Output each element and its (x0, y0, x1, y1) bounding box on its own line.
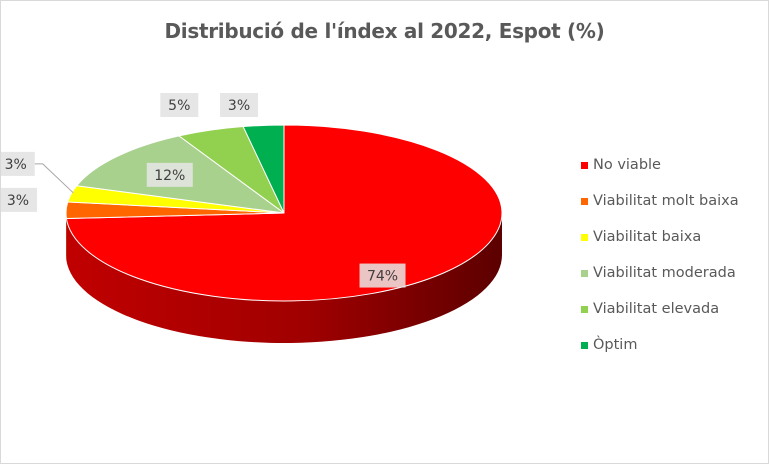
data-label-viabilitat-baixa: 3% (1, 151, 35, 176)
data-label-optim: 3% (220, 93, 259, 117)
legend-swatch-viabilitat-moderada (581, 270, 588, 277)
svg-text:5%: 5% (168, 98, 190, 114)
svg-text:3%: 3% (5, 157, 27, 173)
legend-label-optim: Òptim (593, 337, 638, 353)
legend-swatch-viabilitat-elevada (581, 306, 588, 313)
data-label-viabilitat-elevada: 5% (160, 93, 199, 117)
data-label-viabilitat-molt-baixa: 3% (1, 187, 37, 212)
pie-slice-optim (242, 124, 285, 214)
svg-text:3%: 3% (228, 98, 250, 114)
svg-text:3%: 3% (7, 193, 29, 209)
legend-label-viabilitat-baixa: Viabilitat baixa (593, 229, 702, 245)
svg-text:12%: 12% (154, 168, 185, 184)
legend-swatch-optim (581, 342, 588, 349)
legend-swatch-viabilitat-baixa (581, 234, 588, 241)
data-label-viabilitat-moderada: 12% (146, 162, 193, 187)
data-label-no-viable: 74% (359, 263, 406, 288)
legend-label-viabilitat-molt-baixa: Viabilitat molt baixa (593, 193, 739, 209)
legend-swatch-viabilitat-molt-baixa (581, 198, 588, 205)
legend-swatch-no-viable (581, 162, 588, 169)
legend-label-no-viable: No viable (593, 157, 661, 173)
chart-title: Distribució de l'índex al 2022, Espot (%… (164, 19, 605, 43)
legend-label-viabilitat-elevada: Viabilitat elevada (593, 301, 720, 317)
legend-label-viabilitat-moderada: Viabilitat moderada (593, 265, 736, 281)
pie-side-no-viable (66, 213, 502, 343)
svg-text:74%: 74% (367, 269, 398, 285)
leader-line-viabilitat-baixa (34, 163, 74, 194)
